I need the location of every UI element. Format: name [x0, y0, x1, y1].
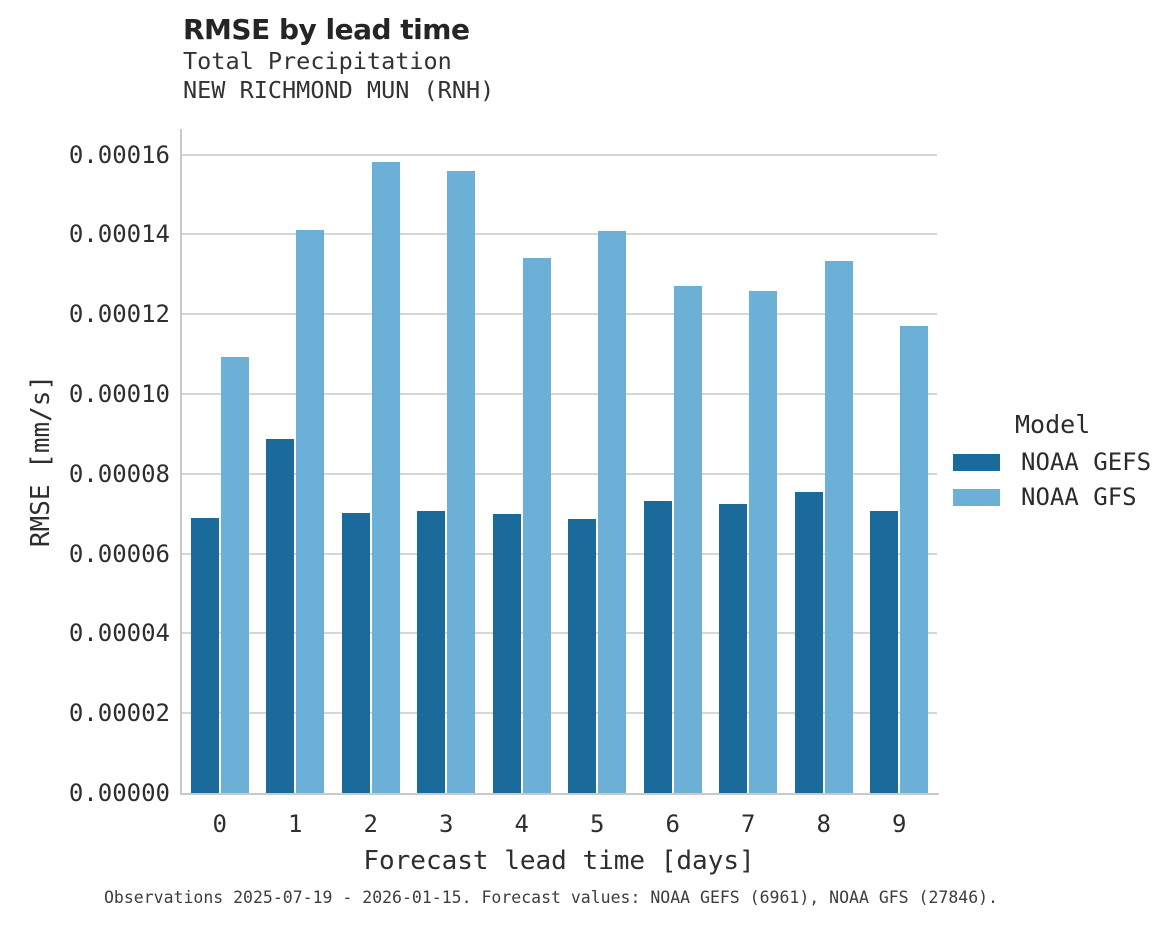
bar-group-6 [635, 129, 711, 793]
chart-subtitle-variable: Total Precipitation [183, 47, 452, 75]
chart-header: RMSE by lead time Total Precipitation NE… [183, 13, 494, 105]
bar-noaa-gfs-4 [522, 257, 551, 793]
legend-label: NOAA GEFS [1021, 448, 1152, 476]
y-tick-label: 0.00008 [68, 459, 170, 488]
bar-noaa-gefs-6 [643, 501, 672, 793]
bar-group-7 [711, 129, 787, 793]
bar-noaa-gefs-7 [719, 504, 748, 793]
bar-noaa-gfs-9 [900, 325, 929, 793]
legend-swatch-icon [953, 488, 1000, 506]
bar-noaa-gfs-2 [371, 162, 400, 793]
x-tick-label: 4 [514, 810, 529, 838]
y-tick-label: 0.00006 [68, 539, 170, 568]
gridline [182, 472, 937, 475]
bar-noaa-gefs-4 [492, 514, 521, 793]
y-tick-labels: 0.00000 0.00002 0.00004 0.00006 0.00008 0.000… [0, 129, 170, 807]
legend: Model NOAA GEFS NOAA GFS [953, 410, 1152, 511]
gridline [182, 233, 937, 236]
legend-item-noaa-gfs: NOAA GFS [953, 483, 1151, 511]
y-tick-label: 0.00010 [68, 379, 170, 408]
bar-group-1 [258, 129, 334, 793]
bar-noaa-gefs-1 [266, 439, 295, 793]
bar-noaa-gfs-0 [220, 356, 249, 793]
x-axis-label: Forecast lead time [days] [363, 846, 755, 876]
x-tick-label: 2 [363, 810, 378, 838]
x-axis-spine [180, 793, 939, 795]
y-tick-label: 0.00016 [68, 140, 170, 169]
bar-noaa-gfs-6 [673, 285, 702, 793]
y-tick-label: 0.00004 [68, 619, 170, 648]
bar-noaa-gefs-0 [190, 517, 219, 793]
x-tick-label: 8 [816, 810, 831, 838]
bar-noaa-gfs-7 [749, 291, 778, 793]
bars [182, 129, 937, 793]
bar-noaa-gfs-5 [598, 231, 627, 793]
y-tick-label: 0.00012 [68, 300, 170, 329]
bar-noaa-gfs-3 [447, 170, 476, 793]
bar-noaa-gefs-2 [341, 513, 370, 793]
gridline [182, 552, 937, 555]
x-tick-label: 7 [741, 810, 756, 838]
x-tick-label: 6 [665, 810, 680, 838]
x-tick-label: 3 [439, 810, 454, 838]
gridline [182, 392, 937, 395]
x-tick-labels: 0 1 2 3 4 5 6 7 8 9 [182, 809, 937, 839]
legend-label: NOAA GFS [1021, 483, 1137, 511]
gridline [182, 313, 937, 316]
legend-items: NOAA GEFS NOAA GFS [953, 448, 1152, 511]
bar-group-2 [333, 129, 409, 793]
bar-group-5 [560, 129, 636, 793]
bar-group-3 [409, 129, 485, 793]
plot-area [180, 129, 939, 795]
x-tick-label: 5 [590, 810, 605, 838]
x-tick-label: 0 [212, 810, 227, 838]
y-tick-label: 0.00014 [68, 220, 170, 249]
footnote-caption: Observations 2025-07-19 - 2026-01-15. Fo… [103, 888, 999, 907]
legend-swatch-icon [953, 453, 1000, 471]
gridline [182, 632, 937, 635]
y-tick-label: 0.00002 [68, 699, 170, 728]
legend-title: Model [1015, 410, 1091, 439]
y-tick-label: 0.00000 [68, 779, 170, 807]
bar-noaa-gefs-3 [417, 510, 446, 793]
bar-group-8 [786, 129, 862, 793]
legend-item-noaa-gefs: NOAA GEFS [953, 448, 1152, 476]
x-tick-label: 1 [288, 810, 303, 838]
bar-group-4 [484, 129, 560, 793]
bar-group-0 [182, 129, 258, 793]
chart-subtitle-station: NEW RICHMOND MUN (RNH) [183, 76, 495, 104]
gridline [182, 153, 937, 156]
bar-noaa-gefs-5 [568, 518, 597, 793]
bar-group-9 [862, 129, 938, 793]
chart-title: RMSE by lead time [183, 13, 470, 46]
bar-noaa-gefs-9 [870, 511, 899, 793]
bar-noaa-gefs-8 [794, 491, 823, 793]
gridline [182, 712, 937, 715]
bar-noaa-gfs-8 [824, 260, 853, 793]
y-axis-spine [180, 129, 182, 795]
bar-noaa-gfs-1 [296, 229, 325, 793]
x-tick-label: 9 [892, 810, 907, 838]
